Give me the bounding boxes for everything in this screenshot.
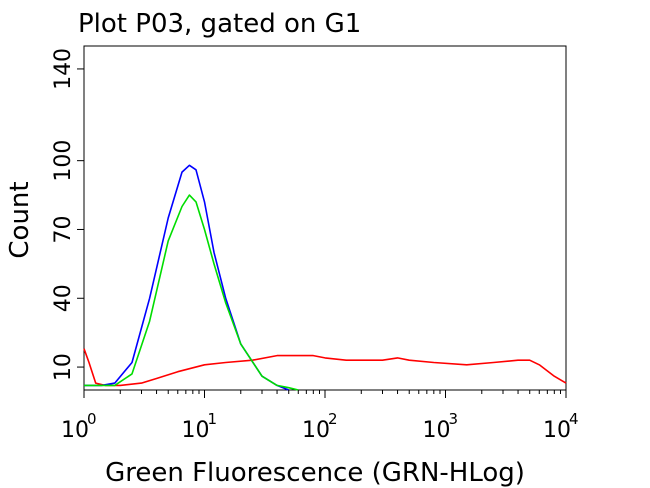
y-tick-label: 70 [51, 215, 76, 243]
y-tick-label: 40 [51, 284, 76, 312]
series-line-1 [83, 348, 567, 387]
plot-area [83, 45, 567, 391]
x-tick-label-base: 10 [302, 418, 330, 443]
y-tick-label: 100 [51, 140, 76, 182]
y-tick-label: 10 [51, 353, 76, 381]
y-axis: 10 40 70 100 140 [51, 48, 84, 381]
x-tick-label-base: 10 [423, 418, 451, 443]
x-tick-label-exponent: 4 [569, 410, 579, 428]
x-tick-label-base: 10 [543, 418, 571, 443]
x-tick-label-exponent: 3 [449, 410, 459, 428]
x-tick-label-exponent: 0 [87, 410, 97, 428]
x-tick-label-exponent: 2 [328, 410, 338, 428]
plot-frame [83, 45, 567, 391]
y-axis-label: Count [5, 181, 35, 258]
chart-title: Plot P03, gated on G1 [78, 9, 361, 39]
x-tick-label-exponent: 1 [208, 410, 218, 428]
x-tick-label-base: 10 [61, 418, 89, 443]
y-tick-label: 140 [51, 48, 76, 90]
series-line-3 [84, 194, 299, 391]
x-axis-label: Green Fluorescence (GRN-HLog) [105, 458, 525, 488]
x-tick-label-base: 10 [182, 418, 210, 443]
x-axis: 100 101 102 103 104 [61, 390, 579, 443]
